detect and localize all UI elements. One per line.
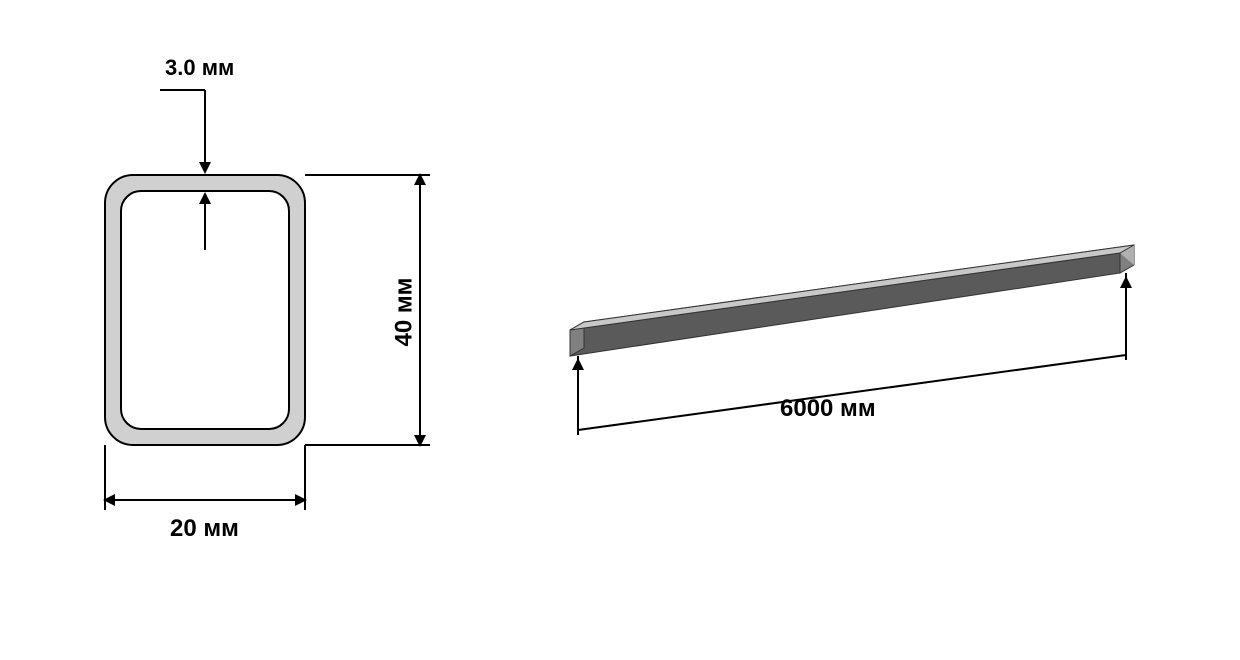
- label-wall-thickness: 3.0 мм: [165, 55, 234, 81]
- label-length: 6000 мм: [780, 395, 876, 423]
- technical-drawing: [0, 0, 1240, 660]
- label-width: 20 мм: [170, 515, 239, 543]
- label-height: 40 мм: [390, 278, 418, 347]
- tube-3d: [570, 245, 1134, 356]
- dim-width: [105, 445, 305, 510]
